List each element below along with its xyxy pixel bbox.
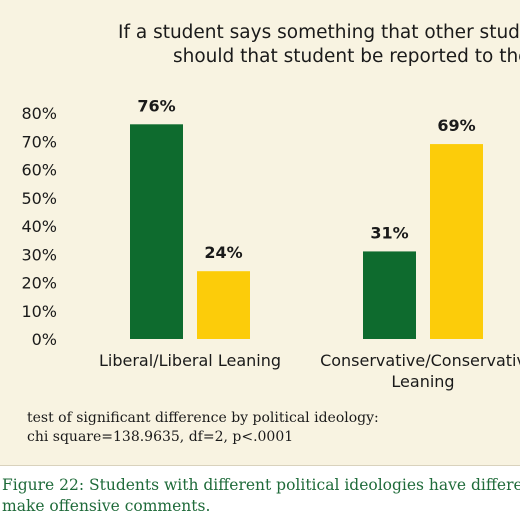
figure-caption-line-2: make offensive comments. xyxy=(2,497,211,515)
chart-title-line-1: If a student says something that other s… xyxy=(118,22,520,43)
y-tick-label: 40% xyxy=(21,217,57,236)
significance-note-line-1: test of significant difference by politi… xyxy=(27,410,379,426)
chart-title-line-2: should that student be reported to the xyxy=(173,46,520,67)
significance-note: test of significant difference by politi… xyxy=(27,409,379,447)
bar-value-label: 76% xyxy=(137,96,175,115)
bar-data-labels: 76% 31% 24% 69% xyxy=(137,96,475,262)
bar xyxy=(363,251,416,339)
y-tick-label: 80% xyxy=(21,104,57,123)
x-category-label: Conservative/Conservativ xyxy=(320,351,520,370)
figure-caption: Figure 22: Students with different polit… xyxy=(2,475,520,517)
y-axis-ticks: 0% 10% 20% 30% 40% 50% 60% 70% 80% xyxy=(21,104,57,349)
y-tick-label: 30% xyxy=(21,245,57,264)
y-tick-label: 10% xyxy=(21,302,57,321)
bars xyxy=(130,124,483,339)
bar xyxy=(130,124,183,339)
bar xyxy=(197,271,250,339)
y-tick-label: 50% xyxy=(21,189,57,208)
y-tick-label: 20% xyxy=(21,274,57,293)
x-category-label: Leaning xyxy=(391,372,454,391)
y-tick-label: 0% xyxy=(32,330,57,349)
x-axis-categories: Liberal/Liberal Leaning Conservative/Cons… xyxy=(99,351,520,391)
y-tick-label: 70% xyxy=(21,132,57,151)
significance-note-line-2: chi square=138.9635, df=2, p<.0001 xyxy=(27,429,294,445)
bar-chart: If a student says something that other s… xyxy=(21,22,520,391)
bar-value-label: 24% xyxy=(204,243,242,262)
y-tick-label: 60% xyxy=(21,161,57,180)
bar xyxy=(430,144,483,339)
bar-value-label: 31% xyxy=(370,223,408,242)
figure-caption-line-1: Figure 22: Students with different polit… xyxy=(2,476,520,494)
bar-value-label: 69% xyxy=(437,116,475,135)
chart-panel: If a student says something that other s… xyxy=(0,0,520,466)
x-category-label: Liberal/Liberal Leaning xyxy=(99,351,281,370)
